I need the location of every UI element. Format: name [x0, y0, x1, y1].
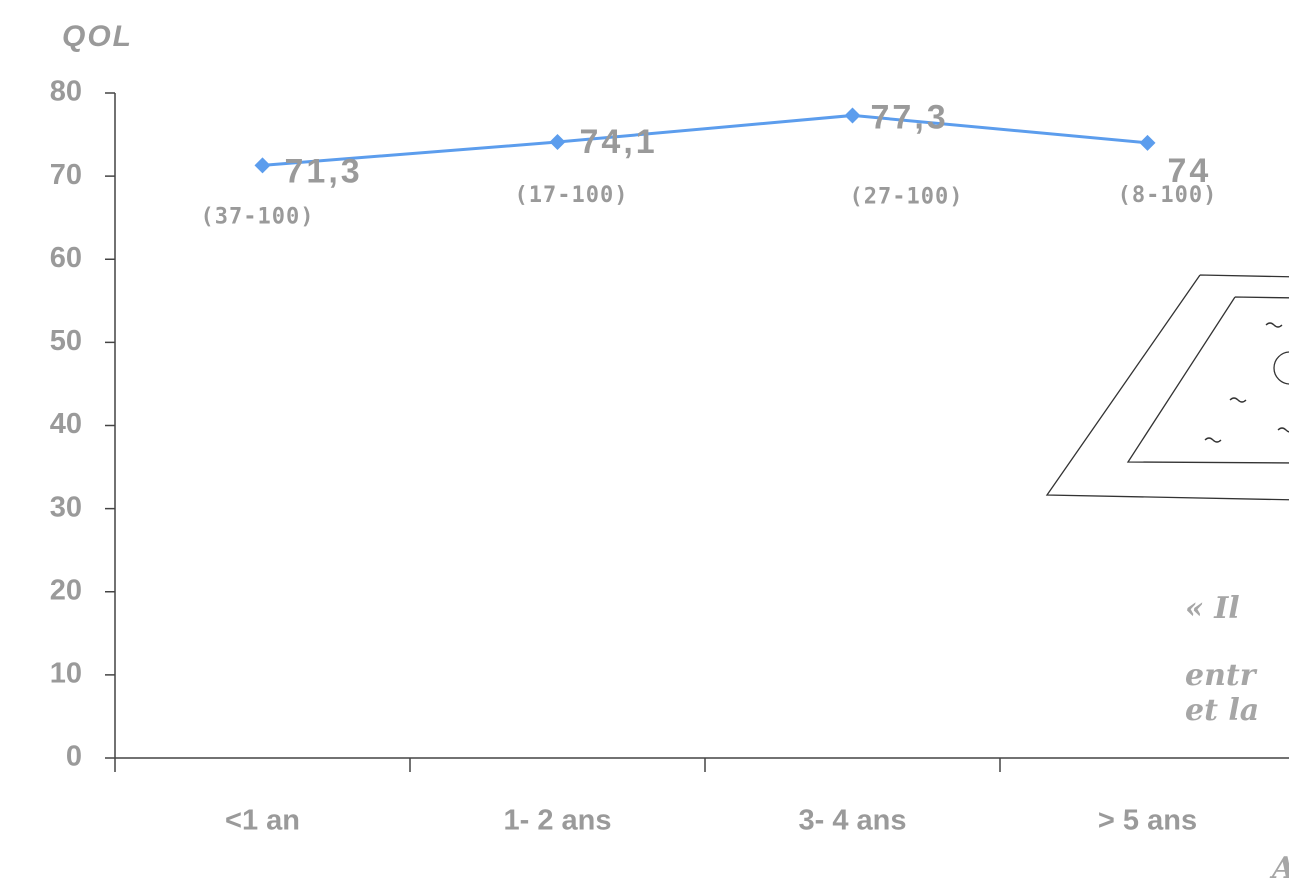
range-label: (27-100) [850, 184, 964, 209]
y-tick-label: 50 [50, 325, 82, 357]
x-tick-label: 1- 2 ans [504, 805, 612, 837]
point [844, 107, 861, 124]
y-tick-label: 10 [50, 658, 82, 690]
value-label: 71,3 [285, 152, 363, 190]
value-label: 74,1 [580, 123, 658, 161]
point [1139, 134, 1156, 151]
range-label: (17-100) [515, 183, 629, 208]
range-label: (37-100) [201, 204, 315, 229]
value-label: 77,3 [871, 98, 949, 136]
line [262, 113, 1148, 167]
y-tick-label: 30 [50, 491, 82, 523]
note: et la [1185, 693, 1259, 728]
y-tick-label: 60 [50, 242, 82, 274]
value-label: 74 [1168, 152, 1212, 190]
y-axis-label: QOL [62, 20, 133, 53]
y-tick-label: 0 [66, 741, 82, 773]
x-tick-label: > 5 ans [1098, 805, 1197, 837]
range-label: (8-100) [1118, 183, 1218, 208]
y-tick-label: 40 [50, 408, 82, 440]
note: entr [1185, 658, 1258, 693]
note: « Il [1185, 591, 1240, 626]
y-tick-label: 70 [50, 159, 82, 191]
sketch [1045, 274, 1289, 501]
y-tick-label: 80 [50, 76, 82, 108]
point [549, 134, 566, 151]
note: A [1269, 851, 1289, 886]
x-tick-label: 3- 4 ans [799, 805, 907, 837]
x-tick-label: <1 an [225, 805, 300, 837]
point [254, 157, 271, 174]
y-tick-label: 20 [50, 574, 82, 606]
